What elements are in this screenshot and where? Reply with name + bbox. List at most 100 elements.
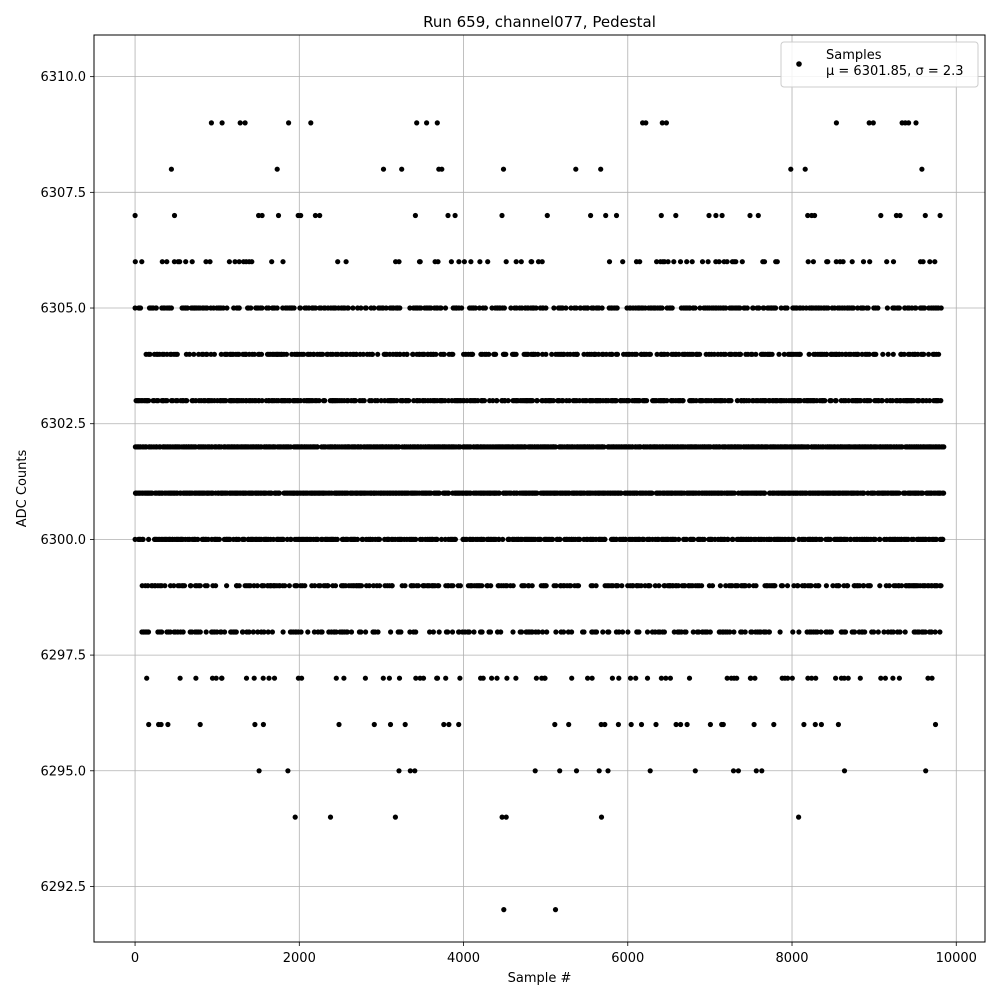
data-point xyxy=(733,259,739,265)
data-point xyxy=(369,351,376,357)
data-point xyxy=(801,721,807,728)
data-point xyxy=(312,212,318,219)
data-point xyxy=(286,120,292,126)
data-point xyxy=(921,351,927,357)
data-point xyxy=(777,629,783,635)
data-point xyxy=(866,351,872,357)
data-point xyxy=(291,305,297,311)
data-point xyxy=(553,444,559,450)
data-point xyxy=(353,351,359,357)
data-point xyxy=(692,768,698,774)
data-point xyxy=(232,259,238,265)
data-point xyxy=(449,629,456,635)
data-point xyxy=(470,351,476,357)
data-point xyxy=(877,536,883,543)
data-point xyxy=(537,536,544,543)
data-point xyxy=(879,398,885,404)
data-point xyxy=(735,583,741,589)
data-point xyxy=(776,351,782,357)
data-point xyxy=(812,212,818,219)
data-point xyxy=(809,675,815,681)
data-point xyxy=(420,675,427,681)
data-point xyxy=(941,444,947,450)
data-point xyxy=(397,305,403,311)
data-point xyxy=(529,398,536,404)
data-point xyxy=(254,583,260,589)
data-point xyxy=(377,583,383,589)
data-point xyxy=(755,212,761,219)
data-point xyxy=(609,351,615,357)
data-point xyxy=(676,351,682,357)
data-point xyxy=(620,259,626,265)
data-point xyxy=(433,351,439,357)
data-point xyxy=(717,583,724,589)
data-point xyxy=(332,583,339,589)
data-point xyxy=(596,351,602,357)
data-point xyxy=(428,305,434,311)
data-point xyxy=(937,212,943,219)
data-point xyxy=(716,259,722,265)
data-point xyxy=(644,675,651,681)
data-point xyxy=(805,675,811,681)
data-point xyxy=(252,721,258,728)
data-point xyxy=(922,212,928,219)
data-point xyxy=(503,259,509,265)
data-point xyxy=(936,351,942,357)
data-point xyxy=(266,675,272,681)
data-point xyxy=(459,305,465,311)
data-point xyxy=(164,398,170,404)
data-point xyxy=(589,675,595,681)
data-point xyxy=(529,583,535,589)
data-point xyxy=(406,398,412,404)
data-point xyxy=(747,212,753,219)
data-point xyxy=(250,629,256,635)
data-point xyxy=(566,398,572,404)
data-point xyxy=(929,675,935,681)
data-point xyxy=(174,351,180,357)
data-point xyxy=(396,259,402,265)
legend-box xyxy=(780,41,979,88)
data-point xyxy=(144,675,150,681)
data-point xyxy=(905,536,911,543)
data-point xyxy=(186,351,193,357)
data-point xyxy=(171,259,177,265)
data-point xyxy=(292,814,298,820)
data-point xyxy=(336,721,342,728)
data-point xyxy=(677,259,684,265)
data-point xyxy=(882,675,889,681)
data-point xyxy=(413,536,419,543)
data-point xyxy=(818,536,824,543)
data-point xyxy=(260,675,266,681)
data-point xyxy=(208,120,214,126)
data-point xyxy=(482,305,488,311)
data-point xyxy=(613,398,619,404)
data-point xyxy=(941,490,947,496)
data-point xyxy=(658,675,665,681)
data-point xyxy=(890,675,896,681)
data-point xyxy=(720,721,726,728)
data-point xyxy=(415,583,421,589)
data-point xyxy=(219,120,225,126)
data-point xyxy=(197,583,203,589)
legend-label-stats: μ = 6301.85, σ = 2.3 xyxy=(826,64,964,79)
data-point xyxy=(723,305,729,311)
data-point xyxy=(271,675,278,681)
chart-title: Run 659, channel077, Pedestal xyxy=(423,13,656,31)
data-point xyxy=(207,259,213,265)
data-point xyxy=(167,629,173,635)
data-point xyxy=(358,583,365,589)
data-point xyxy=(243,675,250,681)
data-point xyxy=(828,398,834,404)
data-points xyxy=(132,120,947,913)
data-point xyxy=(481,398,488,404)
axis-ticks: 0 2000 4000 6000 8000 10000 6292.5 6295.0 6297.5… xyxy=(41,70,977,966)
data-point xyxy=(731,629,737,635)
data-point xyxy=(362,675,368,681)
data-point xyxy=(884,259,890,265)
data-point xyxy=(197,721,203,728)
data-point xyxy=(343,259,349,265)
data-point xyxy=(236,583,242,589)
data-point xyxy=(168,166,174,172)
data-point xyxy=(280,629,286,635)
data-point xyxy=(616,675,622,681)
